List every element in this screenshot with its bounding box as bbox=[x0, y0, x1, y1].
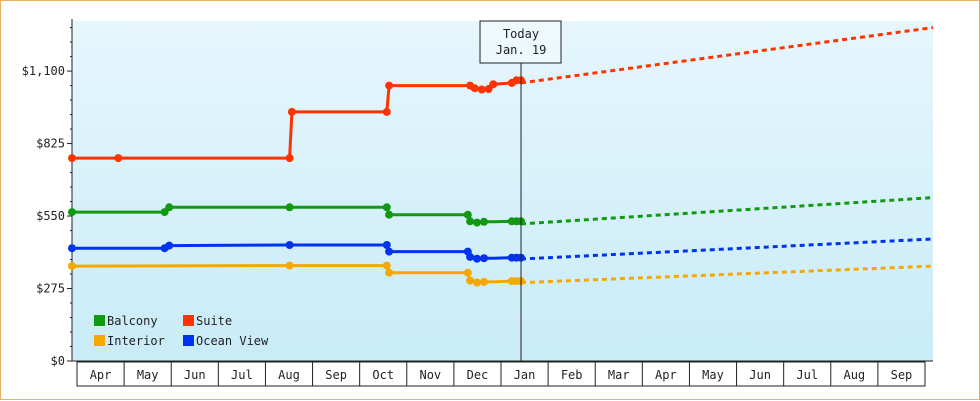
price-point[interactable] bbox=[385, 247, 394, 256]
price-point[interactable] bbox=[466, 252, 475, 261]
legend-swatch bbox=[94, 315, 105, 326]
price-point[interactable] bbox=[385, 268, 394, 277]
y-tick-label: $550 bbox=[36, 209, 65, 223]
legend-item[interactable]: Interior bbox=[94, 334, 165, 348]
price-point[interactable] bbox=[385, 81, 394, 90]
legend-item[interactable]: Balcony bbox=[94, 314, 158, 328]
plot-background bbox=[72, 21, 933, 361]
x-tick-label: Oct bbox=[372, 368, 394, 382]
x-tick-label: Sep bbox=[891, 368, 913, 382]
x-tick-label: Sep bbox=[325, 368, 347, 382]
x-tick-label: Feb bbox=[561, 368, 583, 382]
legend-label: Interior bbox=[107, 334, 165, 348]
series-ocean-view bbox=[68, 237, 934, 263]
today-marker: Today Jan. 19 bbox=[479, 20, 562, 361]
price-point[interactable] bbox=[382, 241, 391, 249]
x-tick-label: May bbox=[702, 368, 724, 382]
x-tick-label: Jul bbox=[231, 368, 253, 382]
forecast-line bbox=[520, 237, 934, 261]
today-date: Jan. 19 bbox=[496, 43, 547, 57]
price-point[interactable] bbox=[285, 154, 294, 163]
price-point[interactable] bbox=[382, 107, 391, 116]
today-label: Today bbox=[503, 27, 539, 41]
price-point[interactable] bbox=[480, 254, 488, 263]
x-tick-label: Jun bbox=[749, 368, 771, 382]
price-point[interactable] bbox=[285, 261, 294, 270]
x-tick-label: Apr bbox=[90, 368, 112, 382]
price-point[interactable] bbox=[477, 85, 486, 94]
price-point[interactable] bbox=[287, 107, 296, 116]
series-layer bbox=[68, 26, 934, 287]
price-point[interactable] bbox=[285, 203, 294, 212]
legend-label: Suite bbox=[196, 314, 232, 328]
x-axis: Apr May Jun Jul Aug Sep Oct Nov Dec Jan Feb Mar Apr M… bbox=[72, 360, 933, 387]
x-tick-label: Nov bbox=[419, 368, 441, 382]
price-point[interactable] bbox=[463, 210, 472, 219]
legend-item[interactable]: Ocean View bbox=[183, 334, 269, 348]
x-tick-label: May bbox=[137, 368, 159, 382]
price-point[interactable] bbox=[165, 203, 174, 212]
legend-label: Balcony bbox=[107, 314, 158, 328]
x-tick-label: Dec bbox=[467, 368, 489, 382]
legend-swatch bbox=[183, 335, 194, 346]
price-point[interactable] bbox=[473, 218, 481, 227]
price-point[interactable] bbox=[114, 154, 123, 163]
price-point[interactable] bbox=[68, 262, 76, 271]
y-tick-label: $1,100 bbox=[22, 64, 65, 78]
price-point[interactable] bbox=[489, 80, 498, 89]
x-tick-label: Jun bbox=[184, 368, 206, 382]
price-point[interactable] bbox=[480, 217, 488, 226]
x-tick-label: Jan bbox=[514, 368, 536, 382]
price-point[interactable] bbox=[480, 277, 488, 286]
price-point[interactable] bbox=[466, 276, 475, 285]
x-tick-label: Jul bbox=[796, 368, 818, 382]
y-tick-label: $0 bbox=[51, 354, 65, 368]
x-tick-label: Apr bbox=[655, 368, 677, 382]
price-point[interactable] bbox=[470, 84, 479, 93]
legend-label: Ocean View bbox=[196, 334, 269, 348]
x-tick-label: Mar bbox=[608, 368, 630, 382]
legend-swatch bbox=[94, 335, 105, 346]
y-tick-label: $275 bbox=[36, 282, 65, 296]
price-point[interactable] bbox=[68, 208, 76, 217]
series-suite bbox=[68, 26, 934, 163]
price-point[interactable] bbox=[285, 241, 294, 249]
series-interior bbox=[68, 261, 934, 287]
x-tick-label: Aug bbox=[843, 368, 865, 382]
price-point[interactable] bbox=[466, 217, 475, 226]
y-axis: $0 $275 $550 $825 $1,100 bbox=[22, 19, 73, 368]
series-balcony bbox=[68, 196, 934, 227]
price-point[interactable] bbox=[473, 254, 481, 263]
price-point[interactable] bbox=[165, 241, 174, 250]
legend-item[interactable]: Suite bbox=[183, 314, 232, 328]
price-point[interactable] bbox=[382, 203, 391, 212]
y-tick-label: $825 bbox=[36, 137, 65, 151]
x-tick-label: Aug bbox=[278, 368, 300, 382]
legend-swatch bbox=[183, 315, 194, 326]
price-point[interactable] bbox=[385, 210, 394, 219]
price-point[interactable] bbox=[68, 244, 76, 253]
legend: Balcony Suite Interior Ocean View bbox=[94, 314, 269, 348]
price-point[interactable] bbox=[463, 268, 472, 277]
price-point[interactable] bbox=[382, 261, 391, 270]
today-callout bbox=[479, 20, 562, 64]
price-point[interactable] bbox=[68, 154, 76, 163]
forecast-line bbox=[520, 264, 934, 285]
forecast-line bbox=[520, 26, 934, 85]
price-point[interactable] bbox=[473, 278, 481, 287]
forecast-line bbox=[520, 196, 934, 226]
